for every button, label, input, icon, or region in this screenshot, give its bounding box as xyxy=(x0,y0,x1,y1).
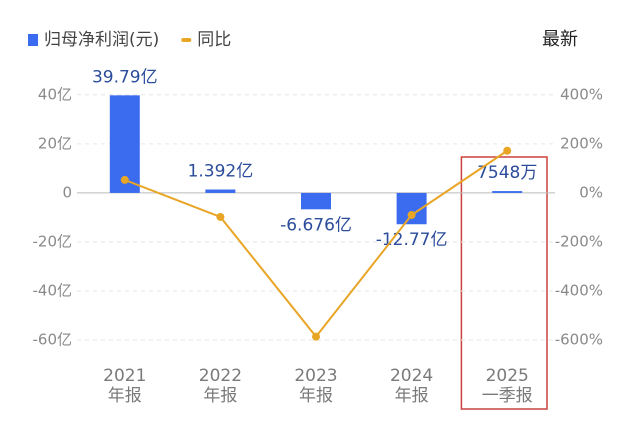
value-label: -6.676亿 xyxy=(280,215,352,235)
bar xyxy=(205,189,236,193)
value-label: 7548万 xyxy=(477,163,537,183)
legend-swatch xyxy=(181,38,192,42)
y2-tick-label: -400% xyxy=(555,282,603,300)
y-tick-label: -20亿 xyxy=(33,232,73,250)
legend-label: 归母净利润(元) xyxy=(44,30,159,50)
line-marker xyxy=(503,146,512,155)
y-tick-label: 20亿 xyxy=(38,134,72,152)
y-tick-label: 0 xyxy=(62,183,72,201)
value-label: 39.79亿 xyxy=(92,67,158,87)
x-tick-label: 2025 xyxy=(486,366,529,386)
x-tick-label: 年报 xyxy=(203,386,237,406)
y2-tick-label: 400% xyxy=(560,85,603,103)
x-tick-label: 2023 xyxy=(294,366,337,386)
x-tick-label: 年报 xyxy=(395,386,429,406)
y-tick-label: -60亿 xyxy=(33,331,73,349)
y2-tick-label: -200% xyxy=(555,232,603,250)
line-marker xyxy=(407,211,416,219)
x-tick-label: 一季报 xyxy=(482,386,533,406)
line-marker xyxy=(216,212,225,221)
y-tick-label: -40亿 xyxy=(33,282,73,300)
y-tick-label: 40亿 xyxy=(38,85,72,103)
value-label: 1.392亿 xyxy=(188,162,254,182)
y2-tick-label: -600% xyxy=(555,331,603,349)
y2-tick-label: 0% xyxy=(579,183,603,201)
bar xyxy=(492,191,523,193)
x-tick-label: 年报 xyxy=(299,386,333,406)
x-tick-label: 2022 xyxy=(199,366,242,386)
legend-label: 同比 xyxy=(197,30,231,50)
value-label: -12.77亿 xyxy=(376,230,448,250)
bar xyxy=(301,192,331,210)
x-tick-label: 2024 xyxy=(390,366,433,386)
line xyxy=(124,149,508,339)
highlight-box xyxy=(460,156,548,410)
latest-button[interactable]: 最新 xyxy=(542,29,578,50)
x-tick-label: 年报 xyxy=(108,386,142,406)
line-marker xyxy=(120,175,129,184)
x-tick-label: 2021 xyxy=(103,366,146,386)
y2-tick-label: 200% xyxy=(560,134,603,152)
legend-swatch xyxy=(28,34,38,46)
line-marker xyxy=(312,332,320,341)
